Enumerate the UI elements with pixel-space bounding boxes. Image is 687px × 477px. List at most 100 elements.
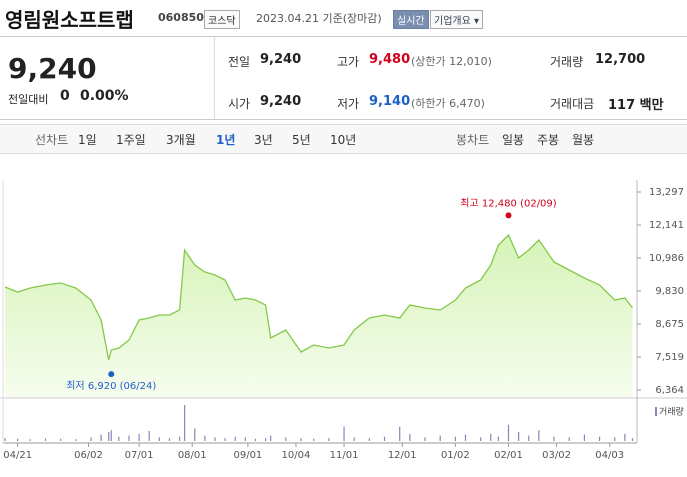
- volume-bar: [184, 405, 186, 441]
- volume-bar: [313, 438, 315, 441]
- field-label: 고가: [337, 55, 360, 69]
- volume-bar: [454, 436, 456, 441]
- y-tick-label: 7,519: [655, 352, 684, 363]
- volume-bar: [100, 434, 102, 441]
- tab[interactable]: 주봉: [537, 133, 560, 147]
- volume-bar: [464, 434, 467, 441]
- volume-bar: [343, 426, 345, 441]
- volume-bar: [409, 433, 411, 441]
- change: 0: [60, 88, 70, 104]
- price-line: [4, 233, 634, 361]
- x-tick-label: 12/01: [388, 450, 417, 461]
- field-value: 9,240: [260, 52, 302, 67]
- volume-legend-swatch: [655, 407, 657, 416]
- x-tick-label: 04/21: [3, 450, 32, 461]
- volume-legend: 거래량: [659, 406, 684, 418]
- overview-button[interactable]: 기업개요 ▾: [430, 10, 483, 29]
- field-label: 시가: [228, 97, 251, 111]
- y-tick-label: 10,986: [649, 253, 684, 264]
- tab[interactable]: 월봉: [572, 133, 595, 147]
- tab[interactable]: 10년: [330, 133, 357, 147]
- volume-bar: [44, 438, 47, 441]
- tab-group-label: 선차트: [35, 133, 69, 147]
- field-label: 저가: [337, 97, 360, 111]
- volume-bar: [399, 426, 401, 441]
- volume-bar: [90, 437, 92, 441]
- y-tick-label: 12,141: [649, 220, 684, 231]
- x-tick-label: 11/01: [330, 450, 359, 461]
- field-note: (상한가 12,010): [411, 55, 492, 68]
- field-label: 거래대금: [550, 97, 595, 111]
- field-value: 9,240: [260, 94, 302, 109]
- volume-bar: [75, 439, 77, 441]
- volume-bar: [17, 438, 19, 441]
- volume-bar: [518, 432, 520, 441]
- volume-bar: [168, 438, 171, 441]
- x-tick-label: 06/02: [74, 450, 103, 461]
- volume-bar: [553, 436, 555, 441]
- volume-bar: [178, 436, 181, 441]
- extreme-label: 최고 12,480 (02/09): [460, 197, 557, 209]
- x-tick-label: 10/04: [282, 450, 311, 461]
- realtime-button[interactable]: 실시간: [393, 10, 429, 29]
- volume-bar: [254, 438, 257, 441]
- x-tick-label: 07/01: [125, 450, 154, 461]
- quote-panel: [0, 37, 687, 120]
- volume-bar: [368, 438, 370, 441]
- volume-bar: [538, 430, 540, 441]
- tab-bar: [0, 124, 687, 154]
- tab[interactable]: 3개월: [166, 133, 196, 147]
- extreme-label: 최저: [66, 380, 84, 392]
- volume-bar: [29, 439, 31, 441]
- volume-bar: [624, 433, 626, 441]
- tab[interactable]: 5년: [292, 133, 311, 147]
- volume-bar: [108, 432, 110, 441]
- field-value: 12,700: [595, 52, 646, 67]
- price-box: [0, 37, 215, 119]
- volume-bar: [204, 435, 206, 441]
- volume-bar: [244, 437, 246, 441]
- tab[interactable]: 1일: [78, 133, 97, 147]
- tab[interactable]: 1년: [216, 133, 236, 147]
- tab[interactable]: 일봉: [502, 133, 525, 147]
- company-name: 영림원소프트랩: [5, 8, 134, 32]
- volume-bar: [424, 437, 426, 441]
- volume-bar: [497, 436, 499, 441]
- change-rate: 0.00%: [80, 88, 129, 104]
- price: 9,240: [8, 52, 97, 85]
- volume-bar: [224, 438, 226, 441]
- y-tick-label: 6,364: [655, 385, 684, 396]
- tab-group-label: 봉차트: [456, 133, 490, 147]
- x-tick-label: 09/01: [233, 450, 262, 461]
- volume-bar: [507, 424, 510, 441]
- volume-bar: [148, 430, 150, 441]
- volume-bar: [158, 437, 160, 441]
- x-tick-label: 08/01: [178, 450, 207, 461]
- volume-bar: [194, 428, 196, 441]
- y-tick-label: 9,830: [655, 286, 684, 297]
- volume-bar: [118, 436, 120, 441]
- volume-bar: [328, 438, 330, 441]
- date: 2023.04.21 기준(장마감): [256, 12, 382, 25]
- tab[interactable]: 3년: [254, 133, 273, 147]
- field-value: 117 백만: [608, 98, 664, 113]
- x-tick-label: 03/02: [542, 450, 571, 461]
- extreme-dot: [108, 371, 115, 378]
- volume-bar: [300, 438, 302, 441]
- volume-bar: [439, 435, 441, 441]
- tab[interactable]: 1주일: [116, 133, 146, 147]
- x-tick-label: 04/03: [595, 450, 624, 461]
- area: [5, 235, 633, 397]
- volume-bar: [631, 438, 634, 441]
- volume-bar: [583, 434, 585, 441]
- field-note: (하한가 6,470): [411, 97, 485, 110]
- extreme-date: (02/09): [520, 198, 557, 209]
- stock-code: 060850: [158, 11, 204, 24]
- field-value: 9,140: [369, 94, 411, 109]
- volume-bar: [4, 438, 6, 441]
- extreme-value-label: 6,920: [88, 381, 117, 392]
- volume-bar: [614, 437, 616, 441]
- change-label: 전일대비: [8, 93, 49, 106]
- volume-bar: [265, 438, 267, 441]
